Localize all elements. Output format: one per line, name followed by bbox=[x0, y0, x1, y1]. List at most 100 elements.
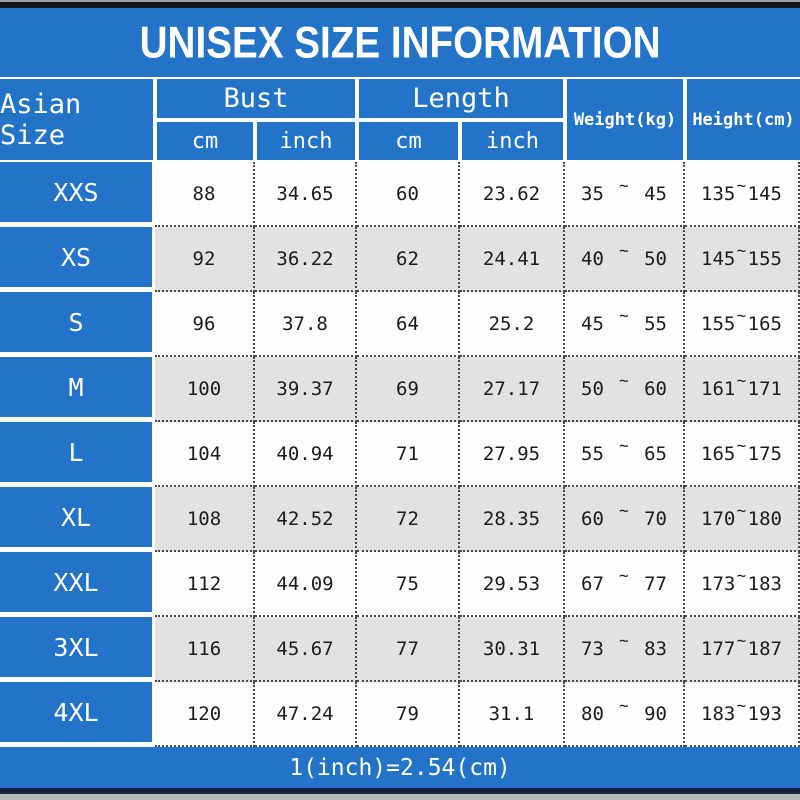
weight-min: 60 bbox=[581, 507, 604, 530]
range-tilde: ~ bbox=[736, 176, 747, 195]
bust-cm-value: 100 bbox=[155, 357, 255, 422]
header-length-group: Length bbox=[357, 77, 565, 120]
weight-range: 73 ~83 bbox=[565, 617, 685, 682]
size-label: XL bbox=[0, 487, 155, 552]
length-cm-value: 75 bbox=[357, 552, 460, 617]
length-inch-value: 25.2 bbox=[460, 292, 565, 357]
length-cm-value: 60 bbox=[357, 162, 460, 227]
range-tilde: ~ bbox=[619, 176, 629, 195]
bottom-navy-bar bbox=[0, 788, 800, 793]
length-inch-value: 24.41 bbox=[460, 227, 565, 292]
header-bust-inch: inch bbox=[255, 120, 357, 162]
height-max: 175 bbox=[747, 442, 782, 465]
size-label: XXL bbox=[0, 552, 155, 617]
range-tilde: ~ bbox=[736, 566, 747, 585]
height-range: 155 ~165 bbox=[685, 292, 800, 357]
length-inch-value: 31.1 bbox=[460, 682, 565, 747]
height-max: 187 bbox=[747, 637, 782, 660]
weight-range: 55 ~65 bbox=[565, 422, 685, 487]
size-label: S bbox=[0, 292, 155, 357]
range-tilde: ~ bbox=[736, 501, 747, 520]
size-label: M bbox=[0, 357, 155, 422]
bust-inch-value: 45.67 bbox=[255, 617, 357, 682]
conversion-note: 1(inch)=2.54(cm) bbox=[289, 754, 511, 781]
bust-inch-value: 39.37 bbox=[255, 357, 357, 422]
size-label: XS bbox=[0, 227, 155, 292]
height-max: 165 bbox=[747, 312, 782, 335]
height-max: 180 bbox=[747, 507, 782, 530]
weight-min: 67 bbox=[581, 572, 604, 595]
top-border-bar bbox=[0, 0, 800, 8]
bust-inch-value: 37.8 bbox=[255, 292, 357, 357]
size-label: L bbox=[0, 422, 155, 487]
weight-min: 73 bbox=[581, 637, 604, 660]
height-max: 171 bbox=[747, 377, 782, 400]
weight-range: 60 ~70 bbox=[565, 487, 685, 552]
weight-min: 35 bbox=[581, 182, 604, 205]
header-weight: Weight(kg) bbox=[565, 77, 685, 162]
bust-cm-value: 88 bbox=[155, 162, 255, 227]
length-inch-value: 27.95 bbox=[460, 422, 565, 487]
range-tilde: ~ bbox=[736, 696, 747, 715]
header-length-inch: inch bbox=[460, 120, 565, 162]
size-label: 4XL bbox=[0, 682, 155, 747]
range-tilde: ~ bbox=[619, 566, 629, 585]
length-cm-value: 62 bbox=[357, 227, 460, 292]
height-max: 183 bbox=[747, 572, 782, 595]
weight-range: 45 ~55 bbox=[565, 292, 685, 357]
title-band: UNISEX SIZE INFORMATION bbox=[0, 8, 800, 77]
weight-range: 40 ~50 bbox=[565, 227, 685, 292]
range-tilde: ~ bbox=[619, 696, 629, 715]
range-tilde: ~ bbox=[619, 306, 629, 325]
height-min: 183 bbox=[701, 702, 736, 725]
bust-inch-value: 44.09 bbox=[255, 552, 357, 617]
length-inch-value: 23.62 bbox=[460, 162, 565, 227]
size-label: 3XL bbox=[0, 617, 155, 682]
size-label: XXS bbox=[0, 162, 155, 227]
bust-inch-value: 34.65 bbox=[255, 162, 357, 227]
weight-range: 67 ~77 bbox=[565, 552, 685, 617]
height-range: 173 ~183 bbox=[685, 552, 800, 617]
weight-max: 45 bbox=[644, 182, 667, 205]
height-range: 177 ~187 bbox=[685, 617, 800, 682]
height-min: 135 bbox=[701, 182, 736, 205]
weight-max: 77 bbox=[644, 572, 667, 595]
weight-min: 45 bbox=[581, 312, 604, 335]
height-max: 155 bbox=[747, 247, 782, 270]
height-min: 177 bbox=[701, 637, 736, 660]
length-cm-value: 72 bbox=[357, 487, 460, 552]
header-asian-size: Asian Size bbox=[0, 77, 155, 162]
length-cm-value: 69 bbox=[357, 357, 460, 422]
bust-cm-value: 104 bbox=[155, 422, 255, 487]
bust-cm-value: 116 bbox=[155, 617, 255, 682]
header-bust-cm: cm bbox=[155, 120, 255, 162]
size-table: Asian Size Bust Length Weight(kg) Height… bbox=[0, 77, 800, 747]
weight-range: 50 ~60 bbox=[565, 357, 685, 422]
height-range: 161 ~171 bbox=[685, 357, 800, 422]
header-bust-group: Bust bbox=[155, 77, 357, 120]
length-inch-value: 29.53 bbox=[460, 552, 565, 617]
range-tilde: ~ bbox=[619, 436, 629, 455]
range-tilde: ~ bbox=[736, 436, 747, 455]
weight-min: 50 bbox=[581, 377, 604, 400]
bust-inch-value: 36.22 bbox=[255, 227, 357, 292]
height-min: 155 bbox=[701, 312, 736, 335]
page-title: UNISEX SIZE INFORMATION bbox=[139, 17, 661, 67]
range-tilde: ~ bbox=[736, 306, 747, 325]
bust-cm-value: 108 bbox=[155, 487, 255, 552]
header-height: Height(cm) bbox=[685, 77, 800, 162]
weight-max: 70 bbox=[644, 507, 667, 530]
height-range: 145 ~155 bbox=[685, 227, 800, 292]
weight-range: 35 ~45 bbox=[565, 162, 685, 227]
weight-min: 80 bbox=[581, 702, 604, 725]
weight-min: 55 bbox=[581, 442, 604, 465]
height-range: 165 ~175 bbox=[685, 422, 800, 487]
bust-inch-value: 40.94 bbox=[255, 422, 357, 487]
weight-max: 55 bbox=[644, 312, 667, 335]
length-cm-value: 71 bbox=[357, 422, 460, 487]
height-range: 170 ~180 bbox=[685, 487, 800, 552]
length-inch-value: 30.31 bbox=[460, 617, 565, 682]
range-tilde: ~ bbox=[619, 501, 629, 520]
weight-min: 40 bbox=[581, 247, 604, 270]
